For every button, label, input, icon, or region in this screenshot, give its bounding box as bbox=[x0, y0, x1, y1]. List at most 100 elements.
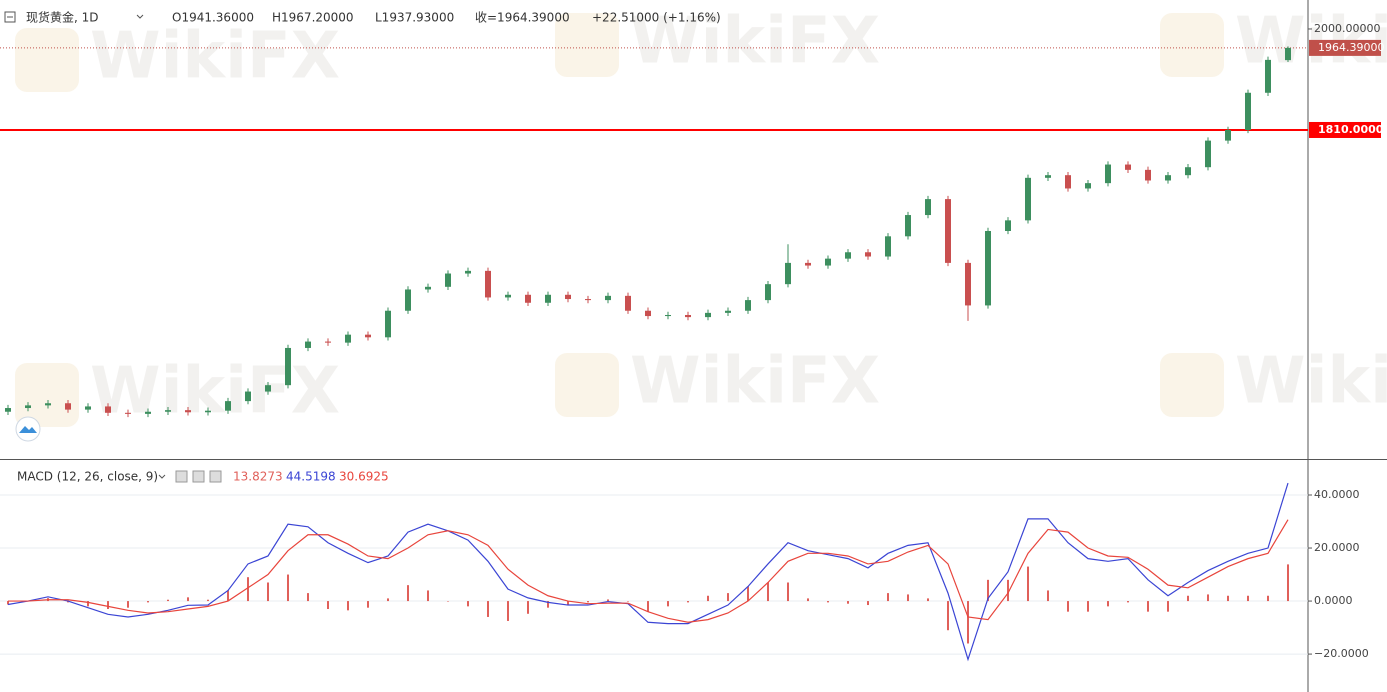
candle-body bbox=[565, 294, 571, 300]
y-tick-label: −20.0000 bbox=[1314, 647, 1369, 660]
candle-body bbox=[845, 252, 851, 259]
candle-body bbox=[1185, 167, 1191, 176]
ohlc-close: 收=1964.39000 bbox=[475, 11, 570, 25]
histogram-bar bbox=[527, 601, 529, 614]
candle-body bbox=[1065, 175, 1071, 189]
histogram-bar bbox=[827, 601, 829, 603]
candle-body bbox=[425, 286, 431, 290]
histogram-bar bbox=[1087, 601, 1089, 612]
histogram-bar bbox=[367, 601, 369, 608]
histogram-bar bbox=[1227, 595, 1229, 602]
candle-body bbox=[945, 199, 951, 263]
candle-body bbox=[745, 300, 751, 311]
candle-body bbox=[145, 411, 151, 414]
candle-body bbox=[445, 273, 451, 287]
candle-body bbox=[605, 295, 611, 301]
interval-dropdown[interactable] bbox=[136, 14, 144, 19]
symbol-label[interactable]: 现货黄金, 1D bbox=[26, 10, 99, 25]
candle-body bbox=[825, 258, 831, 266]
candle-body bbox=[305, 341, 311, 348]
watermark-logo bbox=[555, 13, 619, 77]
candle-body bbox=[265, 385, 271, 392]
histogram-bar bbox=[687, 601, 689, 603]
candle-body bbox=[925, 199, 931, 216]
candle-body bbox=[685, 314, 691, 318]
legend-value: 30.6925 bbox=[339, 470, 389, 484]
ohlc-high: H1967.20000 bbox=[272, 11, 354, 25]
watermark-logo bbox=[1160, 353, 1224, 417]
candle-body bbox=[165, 410, 171, 412]
histogram-bar bbox=[307, 593, 309, 602]
candle-body bbox=[125, 412, 131, 414]
candle-body bbox=[325, 341, 331, 343]
candle-body bbox=[1205, 140, 1211, 168]
histogram-bar bbox=[727, 593, 729, 602]
histogram-bar bbox=[987, 579, 989, 602]
histogram-bar bbox=[707, 595, 709, 602]
candle-body bbox=[485, 270, 491, 298]
candle-body bbox=[505, 294, 511, 298]
macd-remove-button[interactable] bbox=[209, 470, 222, 483]
candle-body bbox=[285, 347, 291, 386]
candle-body bbox=[65, 403, 71, 410]
candle-body bbox=[545, 294, 551, 303]
histogram-bar bbox=[347, 601, 349, 611]
candle-body bbox=[965, 262, 971, 306]
macd-dropdown[interactable] bbox=[158, 474, 166, 479]
candle-body bbox=[885, 236, 891, 257]
histogram-bar bbox=[1207, 594, 1209, 602]
candle-body bbox=[665, 314, 671, 317]
candle-body bbox=[25, 405, 31, 409]
histogram-bar bbox=[1047, 590, 1049, 602]
histogram-bar bbox=[807, 598, 809, 602]
candle-body bbox=[1005, 220, 1011, 231]
histogram-bar bbox=[267, 582, 269, 602]
macd-visibility-button[interactable] bbox=[175, 470, 188, 483]
candle-body bbox=[1225, 129, 1231, 141]
y-tick-label: 40.0000 bbox=[1314, 488, 1360, 501]
horizontal-line-label: 1810.00000 bbox=[1318, 123, 1387, 136]
histogram-bar bbox=[847, 601, 849, 604]
last-price-box bbox=[1309, 39, 1381, 56]
candle-body bbox=[585, 299, 591, 301]
histogram-bar bbox=[487, 601, 489, 617]
histogram-bar bbox=[787, 582, 789, 602]
legend-value: 13.8273 bbox=[233, 470, 283, 484]
collapse-icon[interactable] bbox=[4, 11, 16, 23]
watermark: WikiFX bbox=[1235, 345, 1387, 419]
histogram-bar bbox=[127, 601, 129, 608]
candle-body bbox=[45, 403, 51, 406]
histogram-bar bbox=[87, 601, 89, 607]
candle-body bbox=[245, 391, 251, 402]
histogram-bar bbox=[947, 601, 949, 631]
last-price-label: 1964.39000 bbox=[1318, 41, 1384, 54]
histogram-bar bbox=[387, 598, 389, 602]
histogram-bar bbox=[467, 601, 469, 607]
histogram-bar bbox=[1167, 601, 1169, 612]
candle-body bbox=[1265, 59, 1271, 93]
histogram-bar bbox=[207, 599, 209, 602]
watermarks: WikiFXWikiFXWikiFXWikiFXWikiFXWikiFX bbox=[15, 5, 1387, 429]
macd-line bbox=[7, 482, 1289, 662]
histogram-bar bbox=[967, 601, 969, 644]
watermark: WikiFX bbox=[90, 20, 340, 94]
macd-title[interactable]: MACD (12, 26, close, 9) bbox=[17, 470, 158, 484]
histogram-bar bbox=[167, 599, 169, 602]
histogram-bar bbox=[247, 577, 249, 602]
histogram-bar bbox=[67, 601, 69, 603]
candle-body bbox=[1105, 164, 1111, 184]
histogram-bar bbox=[607, 599, 609, 602]
watermark-logo bbox=[1160, 13, 1224, 77]
histogram-bar bbox=[187, 597, 189, 602]
watermark: WikiFX bbox=[630, 5, 880, 79]
histogram-bar bbox=[927, 598, 929, 602]
candle-body bbox=[785, 262, 791, 285]
candle-body bbox=[725, 310, 731, 313]
macd-settings-button[interactable] bbox=[192, 470, 205, 483]
histogram-bar bbox=[907, 594, 909, 602]
candle-body bbox=[185, 410, 191, 413]
logo-icon bbox=[19, 426, 37, 433]
histogram-bar bbox=[447, 601, 449, 602]
candle-body bbox=[765, 284, 771, 301]
candle-body bbox=[225, 401, 231, 411]
